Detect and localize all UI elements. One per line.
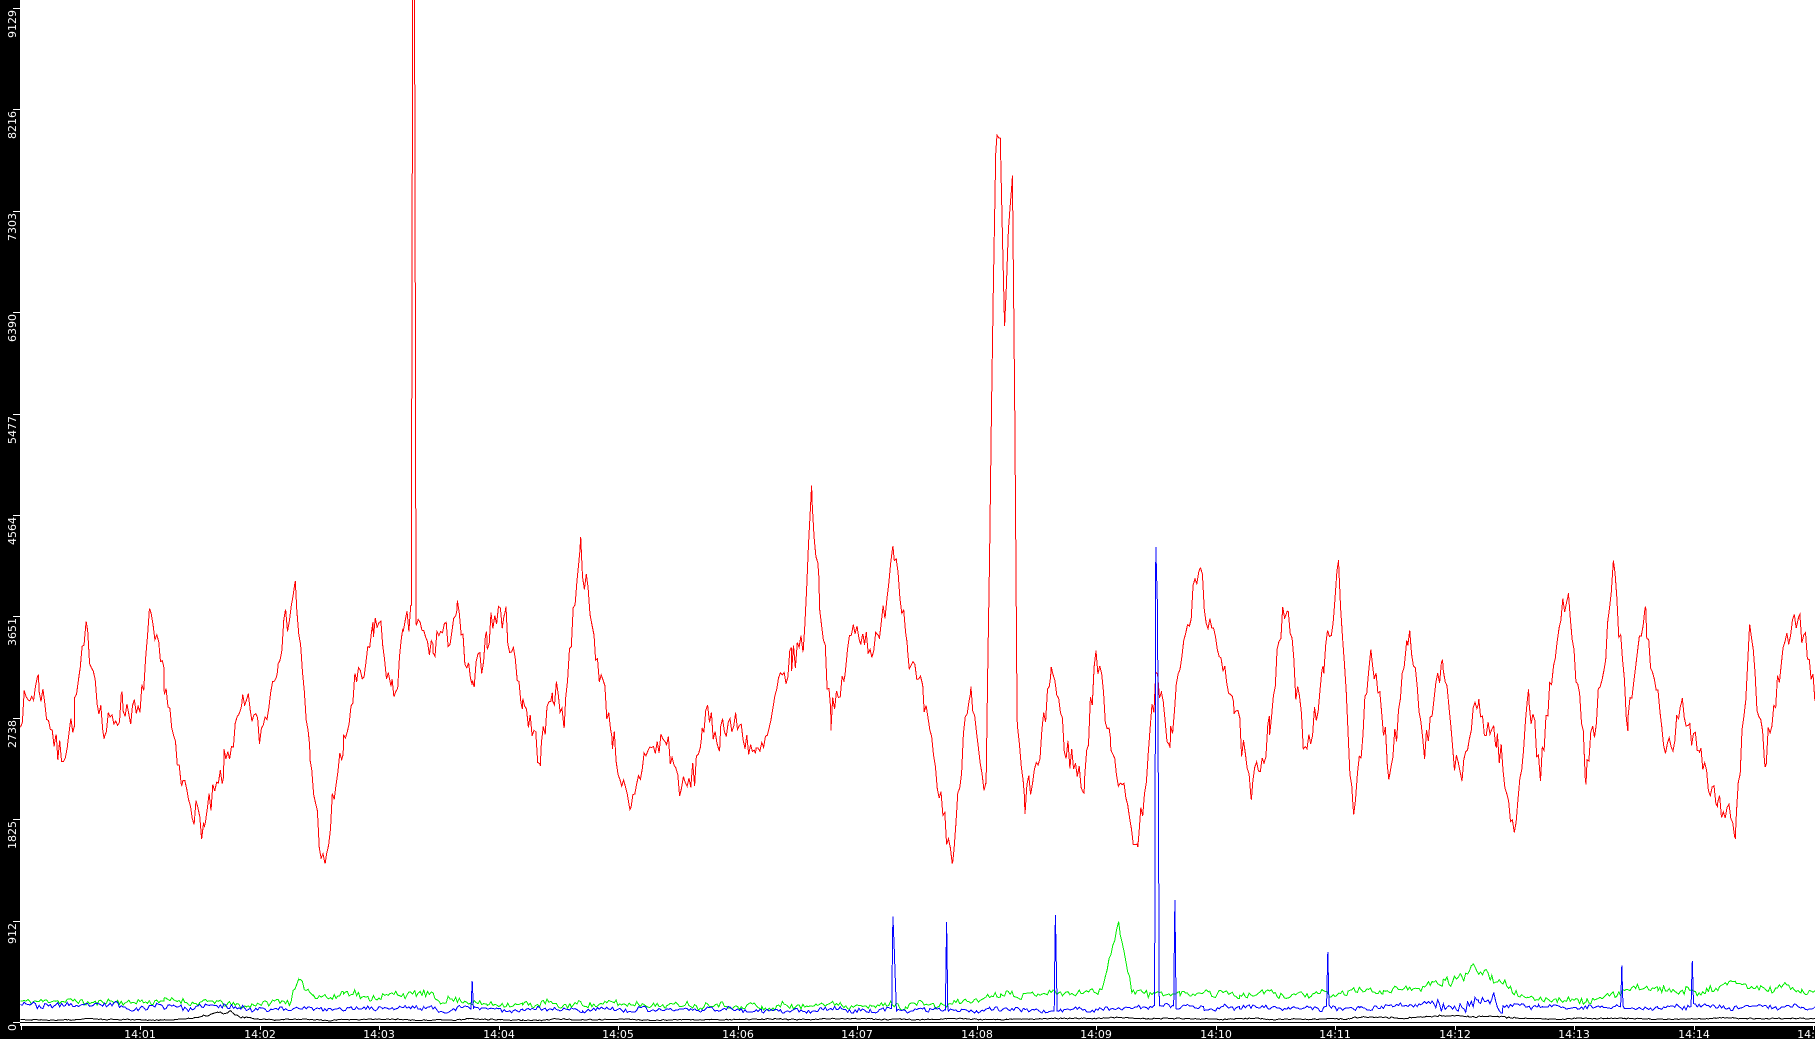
x-tick-origin [21,1026,22,1030]
y-tick [13,515,20,516]
y-tick [13,1022,20,1023]
y-tick [13,211,20,212]
x-tick [1574,1026,1575,1030]
series-line-green [20,920,1815,1012]
x-tick [1813,1026,1814,1030]
y-tick-label: 0 [6,1024,19,1031]
y-tick [13,8,20,9]
x-tick [738,1026,739,1030]
y-tick-label: 4564 [6,517,19,545]
y-tick-label: 3651 [6,618,19,646]
y-tick-label: 1825 [6,821,19,849]
y-axis-bar [0,0,20,1026]
y-tick [13,921,20,922]
x-tick [379,1026,380,1030]
y-tick [13,109,20,110]
y-tick-label: 8216 [6,111,19,139]
x-tick-label: 14:08 [961,1028,993,1039]
x-tick [1216,1026,1217,1030]
y-axis: 9129 8216 7303 6390 5477 4564 3651 2738 1825 912 0 [0,0,20,1031]
x-tick [977,1026,978,1030]
x-tick-label: 14:04 [483,1028,515,1039]
x-tick [260,1026,261,1030]
x-axis-baseline [20,1022,1815,1023]
x-tick [499,1026,500,1030]
x-tick-label: 14:06 [722,1028,754,1039]
y-tick [13,718,20,719]
x-tick-label: 14:11 [1319,1028,1351,1039]
y-tick [13,312,20,313]
x-tick [1335,1026,1336,1030]
series-line-blue [20,547,1815,1014]
x-tick-label: 14:02 [244,1028,276,1039]
plot-series [20,0,1815,1022]
y-tick-label: 5477 [6,416,19,444]
y-tick-label: 7303 [6,213,19,241]
y-tick-label: 912 [6,923,19,944]
x-tick-label: 14:05 [602,1028,634,1039]
x-tick [857,1026,858,1030]
x-tick-label: 14:07 [841,1028,873,1039]
x-tick [1096,1026,1097,1030]
x-tick-label: 14:14 [1678,1028,1710,1039]
x-tick [140,1026,141,1030]
y-tick-label: 9129 [6,10,19,38]
y-tick [13,414,20,415]
x-tick [618,1026,619,1030]
x-tick-label: 14:09 [1080,1028,1112,1039]
x-tick [1455,1026,1456,1030]
y-tick-label: 6390 [6,314,19,342]
x-tick-label: 14:12 [1439,1028,1471,1039]
y-tick [13,819,20,820]
y-tick [13,616,20,617]
x-tick-label: 14:03 [363,1028,395,1039]
x-tick-label: 14:01 [124,1028,156,1039]
series-line-black [20,1009,1815,1022]
x-axis-bar [0,1026,1815,1039]
x-tick-label: 14:15 [1797,1028,1815,1039]
x-axis: 14:01 14:02 14:03 14:04 14:05 14:06 14:07 14:08… [0,1022,1815,1039]
x-tick-label: 14:13 [1558,1028,1590,1039]
x-tick [1694,1026,1695,1030]
y-tick-label: 2738 [6,720,19,748]
x-tick-label: 14:10 [1200,1028,1232,1039]
series-line-red [20,0,1815,864]
